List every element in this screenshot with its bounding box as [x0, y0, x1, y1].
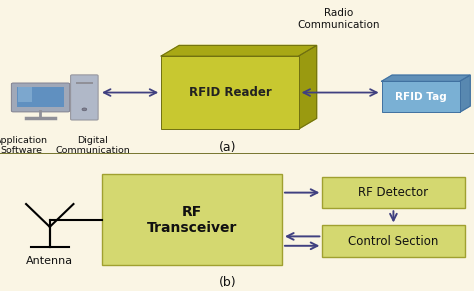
Text: RF Detector: RF Detector	[358, 186, 428, 199]
Text: Application
Software: Application Software	[0, 136, 48, 155]
Bar	[161, 56, 299, 129]
Polygon shape	[299, 45, 317, 129]
Bar	[102, 174, 282, 265]
Text: Control Section: Control Section	[348, 235, 438, 248]
Polygon shape	[382, 75, 470, 81]
Polygon shape	[161, 45, 317, 56]
Bar	[322, 226, 465, 257]
Text: (a): (a)	[219, 141, 236, 154]
Text: RF
Transceiver: RF Transceiver	[147, 205, 237, 235]
Bar	[322, 177, 465, 208]
Bar	[76, 82, 93, 84]
FancyBboxPatch shape	[11, 83, 70, 112]
Bar	[382, 81, 460, 112]
FancyBboxPatch shape	[71, 75, 98, 120]
Text: Digital
Communication: Digital Communication	[55, 136, 130, 155]
Text: RFID Reader: RFID Reader	[189, 86, 271, 99]
Circle shape	[82, 108, 87, 111]
Text: Radio
Communication: Radio Communication	[298, 8, 380, 30]
Text: (b): (b)	[219, 276, 237, 289]
Text: RFID Tag: RFID Tag	[395, 92, 447, 102]
Text: Antenna: Antenna	[26, 256, 73, 266]
Bar	[17, 87, 64, 107]
Polygon shape	[460, 75, 470, 112]
Bar	[18, 88, 32, 102]
